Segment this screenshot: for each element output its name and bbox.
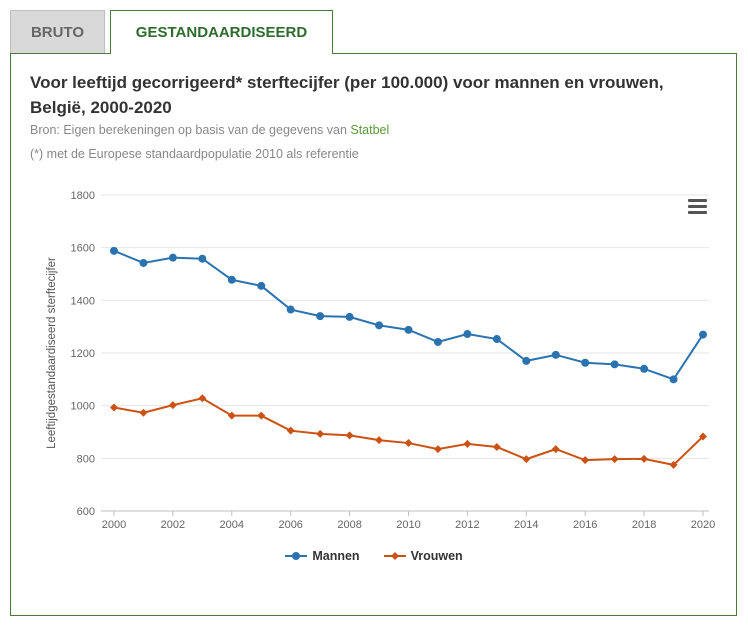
data-point-mannen [640, 364, 649, 373]
data-point-vrouwen [316, 429, 325, 438]
data-point-vrouwen [139, 408, 148, 417]
x-tick-label: 2000 [102, 519, 126, 531]
data-point-mannen [139, 258, 148, 267]
data-point-mannen [375, 321, 384, 330]
y-tick-label: 1400 [71, 295, 95, 307]
series-line-mannen [113, 249, 704, 381]
data-point-vrouwen [433, 445, 442, 454]
x-tick-label: 2016 [573, 519, 597, 531]
y-tick-label: 600 [77, 506, 95, 518]
data-point-mannen [404, 325, 413, 334]
data-point-vrouwen [404, 439, 413, 448]
data-point-mannen [551, 350, 560, 359]
x-tick-label: 2020 [691, 519, 715, 531]
x-tick-label: 2018 [632, 519, 656, 531]
data-point-mannen [581, 358, 590, 367]
x-tick-label: 2008 [337, 519, 361, 531]
data-point-vrouwen [375, 436, 384, 445]
data-point-mannen [463, 330, 472, 339]
legend-label-mannen: Mannen [312, 549, 360, 563]
data-point-mannen [198, 254, 207, 263]
source-link[interactable]: Statbel [350, 123, 390, 137]
data-point-mannen [492, 335, 501, 344]
data-point-vrouwen [463, 439, 472, 448]
data-point-vrouwen [699, 432, 707, 441]
data-point-mannen [610, 360, 619, 369]
data-point-mannen [345, 312, 354, 321]
x-tick-label: 2014 [514, 519, 538, 531]
legend: Mannen Vrouwen [0, 549, 748, 563]
data-point-mannen [522, 356, 531, 365]
chart-panel [10, 53, 737, 616]
data-point-mannen [433, 337, 442, 346]
data-point-mannen [257, 281, 266, 290]
y-tick-label: 800 [77, 453, 95, 465]
data-point-vrouwen [669, 460, 678, 469]
data-point-vrouwen [492, 443, 501, 452]
x-tick-label: 2004 [220, 519, 244, 531]
x-tick-label: 2002 [161, 519, 185, 531]
data-point-mannen [227, 275, 236, 284]
tab-bruto[interactable]: BRUTO [10, 10, 105, 54]
source-line: Bron: Eigen berekeningen op basis van de… [30, 123, 389, 137]
data-point-vrouwen [345, 431, 354, 440]
data-point-vrouwen [610, 455, 619, 464]
series-line-vrouwen [113, 397, 704, 467]
data-point-mannen [286, 305, 295, 314]
data-point-vrouwen [198, 394, 207, 403]
x-tick-label: 2006 [278, 519, 302, 531]
data-point-vrouwen [581, 456, 590, 465]
data-point-vrouwen [286, 426, 295, 435]
source-prefix: Bron: Eigen berekeningen op basis van de… [30, 123, 351, 137]
data-point-vrouwen [257, 411, 266, 420]
x-tick-label: 2012 [455, 519, 479, 531]
data-point-vrouwen [227, 411, 236, 420]
data-point-mannen [110, 246, 118, 255]
data-point-mannen [669, 375, 678, 384]
data-point-mannen [316, 312, 325, 321]
chart-title: Voor leeftijd gecorrigeerd* sterftecijfe… [30, 73, 664, 117]
legend-item-mannen[interactable]: Mannen [285, 549, 360, 563]
y-axis-label: Leeftijdgestandaardiseerd sterftecijfer [46, 257, 58, 449]
y-tick-label: 1600 [71, 243, 95, 255]
data-point-vrouwen [640, 454, 649, 463]
data-point-vrouwen [522, 455, 531, 464]
data-point-vrouwen [551, 445, 560, 454]
legend-mannen-swatch [285, 552, 308, 560]
data-point-vrouwen [168, 401, 177, 410]
tab-gestandaardiseerd[interactable]: GESTANDAARDISEERD [110, 10, 333, 54]
footnote: (*) met de Europese standaardpopulatie 2… [30, 147, 359, 161]
y-tick-label: 1200 [71, 348, 95, 360]
legend-item-vrouwen[interactable]: Vrouwen [383, 549, 463, 563]
data-point-mannen [699, 330, 707, 339]
y-tick-label: 1800 [71, 190, 95, 202]
data-point-mannen [168, 253, 177, 262]
x-tick-label: 2010 [396, 519, 420, 531]
legend-label-vrouwen: Vrouwen [410, 549, 463, 563]
legend-vrouwen-swatch [383, 552, 406, 560]
hamburger-menu-icon[interactable] [688, 199, 707, 215]
y-tick-label: 1000 [71, 401, 95, 413]
data-point-vrouwen [110, 403, 118, 412]
